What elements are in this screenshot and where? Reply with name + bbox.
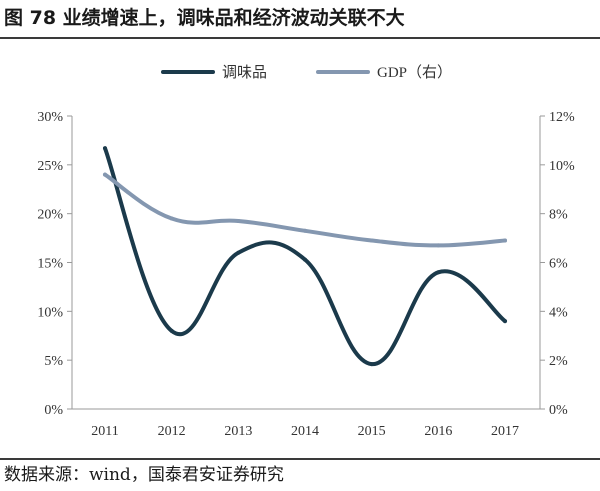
- x-axis-ticks: 2011 2012 2013 2014 2015 2016 2017: [91, 424, 519, 439]
- right-tick-label: 2%: [549, 354, 568, 369]
- data-point-condiments: [169, 328, 174, 333]
- x-tick-label: 2011: [91, 424, 118, 439]
- right-tick-label: 8%: [549, 208, 568, 223]
- left-tick-label: 10%: [37, 305, 63, 320]
- data-point-gdp: [103, 172, 107, 177]
- right-tick-label: 10%: [549, 159, 575, 174]
- data-point-gdp: [303, 228, 307, 233]
- x-tick-label: 2013: [224, 424, 252, 439]
- data-point-gdp: [169, 216, 174, 221]
- source-note: 数据来源：wind，国泰君安证券研究: [4, 465, 284, 485]
- x-tick-label: 2017: [491, 424, 519, 439]
- data-point-gdp: [236, 218, 241, 223]
- figure-title: 图 78 业绩增速上，调味品和经济波动关联不大: [4, 7, 405, 29]
- title-divider: [0, 37, 600, 39]
- legend-label: 调味品: [222, 64, 267, 81]
- right-axis-ticks: 0% 2% 4% 6% 8% 10% 12%: [540, 110, 575, 418]
- x-tick-label: 2016: [424, 424, 452, 439]
- source-divider: [0, 458, 600, 460]
- left-tick-label: 15%: [37, 257, 63, 272]
- x-tick-label: 2014: [291, 424, 319, 439]
- right-tick-label: 0%: [549, 403, 568, 418]
- x-tick-label: 2015: [358, 424, 386, 439]
- right-tick-label: 12%: [549, 110, 575, 125]
- data-point-condiments: [103, 146, 107, 151]
- left-axis-ticks: 0% 5% 10% 15% 20% 25% 30%: [37, 110, 72, 418]
- left-tick-label: 5%: [44, 354, 63, 369]
- data-point-gdp: [436, 243, 441, 248]
- data-point-gdp: [503, 238, 507, 243]
- series-line-gdp: [103, 172, 507, 248]
- line-chart: 调味品 GDP（右） 0% 5% 10% 15% 20% 25% 30% 0% 2% 4% 6% 8%…: [37, 64, 575, 439]
- data-point-condiments: [503, 319, 507, 324]
- data-point-condiments: [236, 250, 241, 255]
- data-point-condiments: [369, 362, 374, 367]
- left-tick-label: 30%: [37, 110, 63, 125]
- data-point-gdp: [369, 238, 374, 243]
- data-point-condiments: [436, 270, 441, 275]
- x-tick-label: 2012: [158, 424, 186, 439]
- chart-legend: 调味品 GDP（右）: [161, 64, 452, 81]
- right-tick-label: 6%: [549, 257, 568, 272]
- right-tick-label: 4%: [549, 305, 568, 320]
- legend-label: GDP（右）: [377, 64, 452, 81]
- data-point-condiments: [303, 257, 307, 262]
- series-line-condiments: [103, 146, 507, 367]
- left-tick-label: 20%: [37, 208, 63, 223]
- left-tick-label: 0%: [44, 403, 63, 418]
- chart-series: [103, 146, 507, 367]
- left-tick-label: 25%: [37, 159, 63, 174]
